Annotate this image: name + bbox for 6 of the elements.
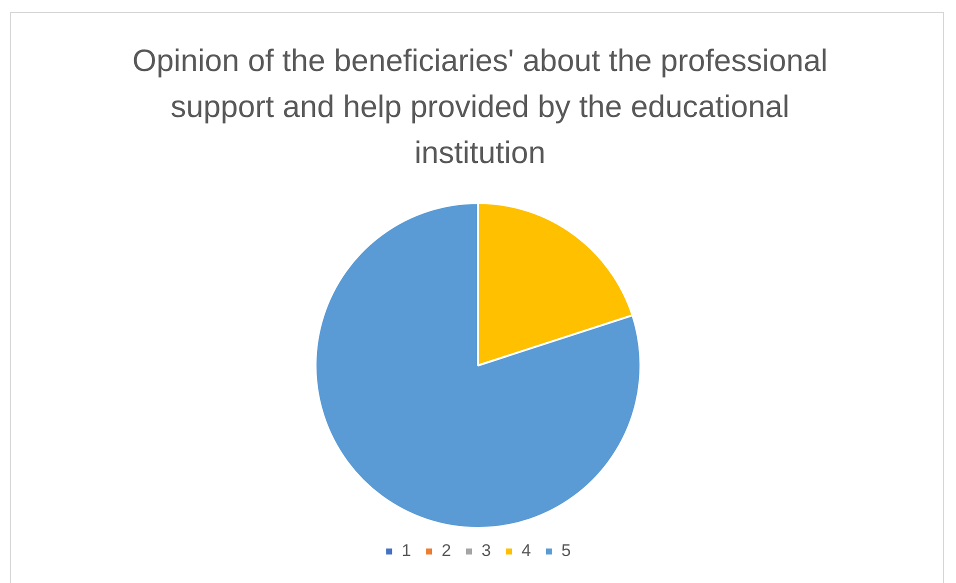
legend-label: 2 xyxy=(442,541,452,560)
legend-label: 1 xyxy=(402,541,412,560)
legend-label: 5 xyxy=(561,541,571,560)
legend-label: 3 xyxy=(482,541,491,560)
chart-title: Opinion of the beneficiaries' about the professional support and help provided by the educational institution xyxy=(131,42,829,172)
legend-label: 4 xyxy=(521,541,531,560)
